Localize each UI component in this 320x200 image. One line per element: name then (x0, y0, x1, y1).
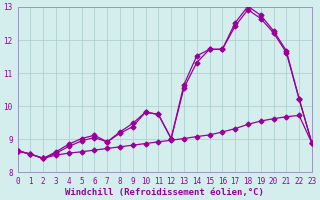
X-axis label: Windchill (Refroidissement éolien,°C): Windchill (Refroidissement éolien,°C) (65, 188, 264, 197)
